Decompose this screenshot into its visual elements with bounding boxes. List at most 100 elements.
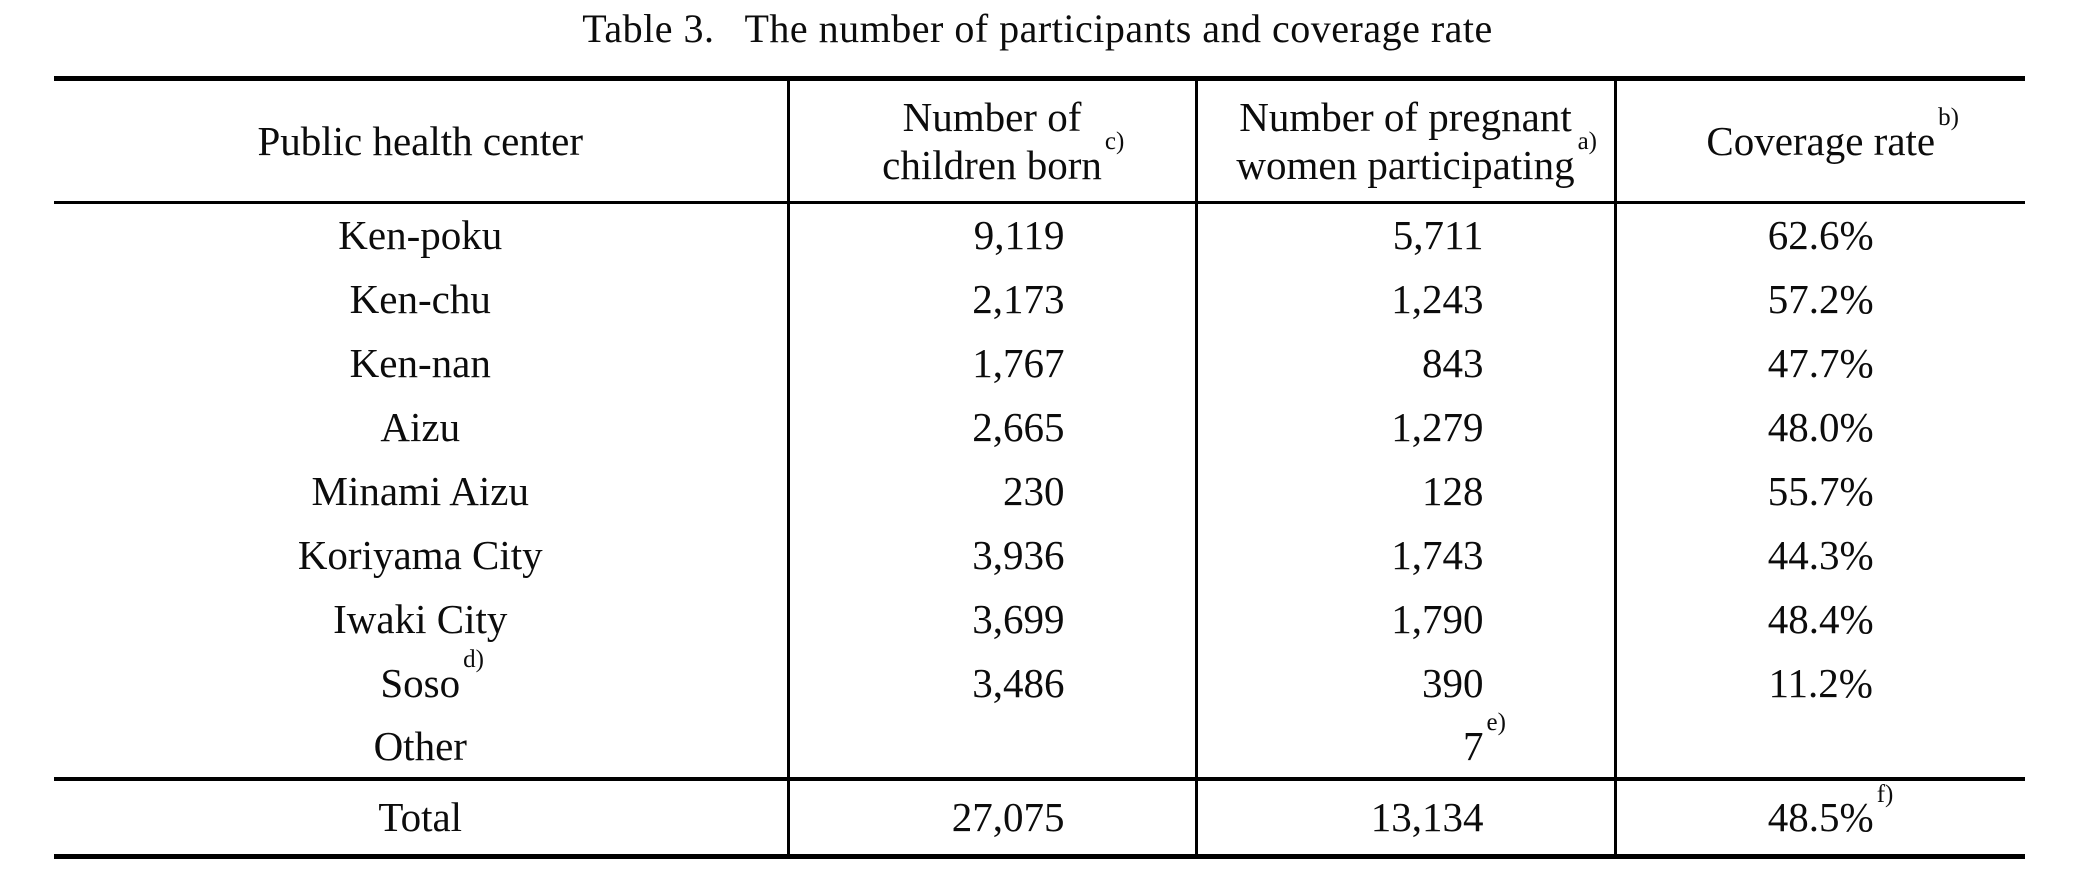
- cell-children-born: 2,173: [786, 266, 1196, 331]
- header-label: women participating: [1236, 142, 1575, 188]
- health-center-name: Koriyama City: [297, 531, 543, 578]
- cell-coverage: 11.2%: [1613, 650, 2025, 715]
- cell-participating: 843: [1194, 330, 1615, 395]
- cell-participating: 1,790: [1194, 586, 1615, 651]
- cell-children-born: 2,665: [786, 394, 1196, 459]
- cell-children-born: [786, 714, 1196, 779]
- health-center-name: Ken-chu: [349, 275, 491, 322]
- cell-children-born: 9,119: [786, 202, 1196, 267]
- footnote-marker: f): [1876, 780, 1894, 808]
- health-center-name: Ken-nan: [349, 339, 491, 386]
- footnote-marker: e): [1486, 708, 1506, 736]
- participating-value: 1,279: [1391, 403, 1484, 450]
- header-label: children born: [882, 142, 1102, 188]
- participating-value: 843: [1422, 339, 1484, 386]
- header-coverage-rate: Coverage rateb): [1613, 78, 2025, 204]
- participants-coverage-table: Public health center Number of children …: [54, 76, 2025, 859]
- health-center-name: Iwaki City: [333, 595, 508, 642]
- cell-health-center: Other: [54, 715, 788, 779]
- cell-children-born: 3,486: [786, 650, 1196, 715]
- children-born-value: 2,173: [972, 275, 1065, 322]
- total-children-born-value: 27,075: [951, 794, 1065, 841]
- children-born-value: 2,665: [972, 403, 1065, 450]
- table-header: Public health center Number of children …: [54, 78, 2025, 204]
- cell-participating: 128: [1194, 458, 1615, 523]
- header-label: Coverage rate: [1706, 117, 1936, 164]
- cell-health-center: Ken-poku: [54, 203, 788, 267]
- coverage-value: 55.7%: [1767, 467, 1874, 514]
- children-born-value: 3,936: [972, 531, 1065, 578]
- health-center-name: Minami Aizu: [311, 467, 529, 514]
- table-row: Sosod) 3,486 390 11.2%: [54, 647, 2025, 715]
- cell-health-center: Ken-nan: [54, 331, 788, 395]
- health-center-name: Other: [373, 722, 467, 769]
- coverage-value: 47.7%: [1767, 339, 1874, 386]
- health-center-name: Ken-poku: [338, 212, 503, 259]
- cell-health-center: Sosod): [54, 647, 788, 715]
- cell-coverage: [1613, 714, 2025, 779]
- header-label: Public health center: [257, 117, 584, 164]
- coverage-value: 11.2%: [1768, 659, 1873, 706]
- cell-total-coverage: 48.5%f): [1613, 776, 2025, 857]
- header-row: Public health center Number of children …: [54, 78, 2025, 204]
- cell-children-born: 3,699: [786, 586, 1196, 651]
- header-label: Number of pregnant: [1239, 93, 1572, 140]
- footnote-marker: c): [1104, 128, 1125, 156]
- participating-value: 1,790: [1391, 595, 1484, 642]
- table-row: Ken-poku 9,119 5,711 62.6%: [54, 202, 2025, 267]
- cell-children-born: 230: [786, 458, 1196, 523]
- children-born-value: 3,699: [972, 595, 1065, 642]
- table-caption: Table 3. The number of participants and c…: [0, 5, 2075, 52]
- participating-value: 128: [1422, 467, 1484, 514]
- table-row: Other 7e): [54, 710, 2025, 779]
- header-line: Number of pregnant: [1198, 93, 1614, 141]
- total-participating-value: 13,134: [1370, 794, 1484, 841]
- header-children-born: Number of children bornc): [786, 78, 1196, 204]
- table-body: Ken-poku 9,119 5,711 62.6% Ken-chu 2,173…: [54, 202, 2025, 857]
- cell-coverage: 44.3%: [1613, 522, 2025, 587]
- coverage-value: 48.4%: [1767, 595, 1874, 642]
- children-born-value: 9,119: [973, 212, 1065, 259]
- cell-health-center: Ken-chu: [54, 267, 788, 331]
- coverage-value: 57.2%: [1767, 275, 1874, 322]
- cell-participating: 1,279: [1194, 394, 1615, 459]
- footnote-marker: a): [1577, 128, 1597, 156]
- cell-health-center: Minami Aizu: [54, 459, 788, 523]
- coverage-value: 62.6%: [1767, 212, 1874, 259]
- table-caption-number: Table 3.: [582, 6, 715, 51]
- cell-coverage: 48.4%: [1613, 586, 2025, 651]
- cell-coverage: 55.7%: [1613, 458, 2025, 523]
- cell-health-center: Koriyama City: [54, 523, 788, 587]
- table-row: Iwaki City 3,699 1,790 48.4%: [54, 586, 2025, 651]
- cell-coverage: 57.2%: [1613, 266, 2025, 331]
- cell-participating: 1,243: [1194, 266, 1615, 331]
- table-row: Minami Aizu 230 128 55.7%: [54, 458, 2025, 523]
- cell-participating: 390: [1194, 650, 1615, 715]
- cell-coverage: 47.7%: [1613, 330, 2025, 395]
- coverage-value: 48.0%: [1767, 403, 1874, 450]
- header-label: Number of: [902, 93, 1082, 140]
- coverage-value: 44.3%: [1767, 531, 1874, 578]
- table-row: Ken-nan 1,767 843 47.7%: [54, 330, 2025, 395]
- cell-health-center: Aizu: [54, 395, 788, 459]
- participating-value: 390: [1422, 659, 1484, 706]
- total-label: Total: [378, 794, 463, 841]
- cell-children-born: 3,936: [786, 522, 1196, 587]
- cell-children-born: 1,767: [786, 330, 1196, 395]
- table-row: Ken-chu 2,173 1,243 57.2%: [54, 266, 2025, 331]
- header-pregnant-women: Number of pregnant women participatinga): [1194, 78, 1615, 204]
- table-caption-text: The number of participants and coverage …: [744, 6, 1493, 51]
- table-row: Aizu 2,665 1,279 48.0%: [54, 394, 2025, 459]
- header-line: Number of: [790, 93, 1195, 141]
- table-row: Koriyama City 3,936 1,743 44.3%: [54, 522, 2025, 587]
- cell-total-label: Total: [54, 776, 788, 857]
- cell-total-children-born: 27,075: [786, 776, 1196, 857]
- children-born-value: 230: [1003, 467, 1065, 514]
- cell-coverage: 62.6%: [1613, 202, 2025, 267]
- cell-participating: 1,743: [1194, 522, 1615, 587]
- participating-value: 1,743: [1391, 531, 1484, 578]
- header-line: children bornc): [790, 129, 1195, 189]
- footnote-marker: d): [463, 645, 484, 673]
- participating-value: 5,711: [1392, 212, 1484, 259]
